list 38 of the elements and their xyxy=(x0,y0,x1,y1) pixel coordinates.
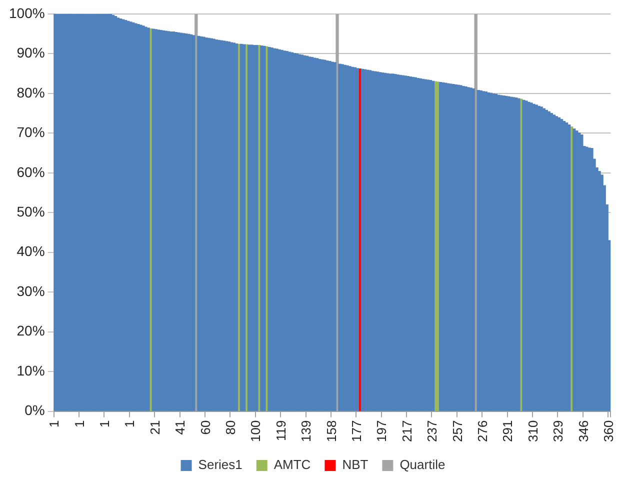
y-tick-label: 30% xyxy=(16,282,45,299)
x-tick-label: 257 xyxy=(450,420,465,442)
y-tick-label: 40% xyxy=(16,243,45,260)
x-tick-label: 177 xyxy=(349,420,364,442)
y-tick-label: 20% xyxy=(16,322,45,339)
x-tick-label: 360 xyxy=(600,420,616,442)
x-tick-label: 276 xyxy=(474,420,490,442)
y-tick-label: 100% xyxy=(8,4,45,21)
x-tick-label: 1 xyxy=(122,420,138,428)
x-tick-label: 21 xyxy=(147,420,162,435)
y-tick-label: 10% xyxy=(16,362,45,378)
y-tick-label: 50% xyxy=(16,204,45,220)
x-tick-label: 100 xyxy=(248,420,264,442)
x-tick-label: 310 xyxy=(525,420,540,442)
x-tick-label: 119 xyxy=(273,420,288,442)
legend-label: AMTC xyxy=(274,457,311,472)
x-tick-label: 41 xyxy=(172,420,188,435)
x-tick-label: 217 xyxy=(399,420,414,442)
x-tick-label: 158 xyxy=(324,420,339,442)
x-tick-label: 1 xyxy=(72,420,87,428)
x-tick-label: 197 xyxy=(374,420,390,442)
legend-label: NBT xyxy=(342,457,368,472)
y-tick-label: 70% xyxy=(16,124,45,140)
x-tick-label: 1 xyxy=(46,420,62,428)
x-tick-label: 291 xyxy=(500,420,516,442)
x-tick-label: 60 xyxy=(198,420,213,435)
x-tick-label: 346 xyxy=(576,420,591,442)
y-tick-label: 80% xyxy=(16,84,45,100)
x-tick-label: 139 xyxy=(298,420,314,442)
x-tick-label: 1 xyxy=(97,420,112,428)
y-tick-label: 60% xyxy=(16,164,45,180)
x-tick-label: 237 xyxy=(424,420,440,442)
legend-label: Series1 xyxy=(198,457,242,472)
x-tick-label: 329 xyxy=(550,420,566,442)
y-tick-label: 90% xyxy=(16,44,45,61)
y-tick-label: 0% xyxy=(24,402,45,418)
x-tick-label: 80 xyxy=(223,420,238,435)
legend-label: Quartile xyxy=(400,457,446,472)
